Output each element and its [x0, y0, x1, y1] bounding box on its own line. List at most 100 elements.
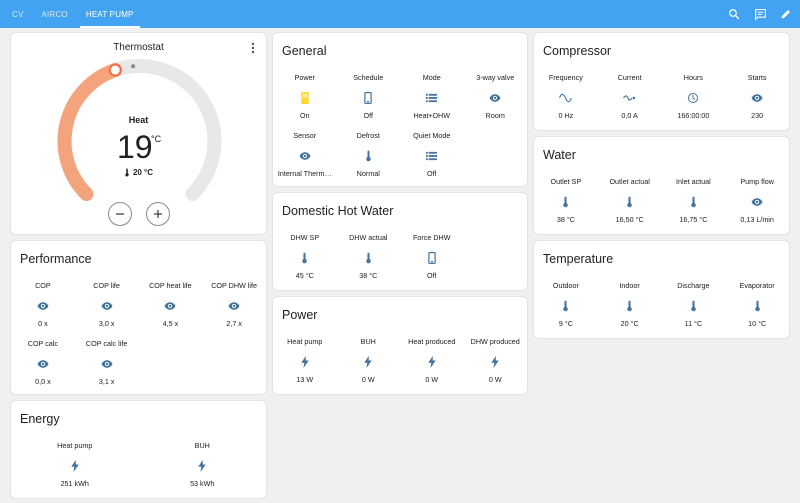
entity-item[interactable]: Inlet actual 16,75 °C: [662, 177, 726, 235]
entity-value: Internal Therm…: [277, 169, 332, 178]
pencil-icon[interactable]: [778, 6, 794, 22]
entity-item[interactable]: Sensor Internal Therm…: [273, 131, 337, 189]
domestic-hot-water-card: Domestic Hot Water DHW SP 45 °C DHW actual…: [272, 192, 528, 291]
entity-item[interactable]: Frequency 0 Hz: [534, 73, 598, 131]
entity-item[interactable]: COP calc life 3,1 x: [75, 339, 139, 397]
thermometer-icon: [301, 245, 308, 271]
thermometer-icon: [125, 168, 129, 177]
thermometer-icon: [754, 293, 761, 319]
entity-value: 53 kWh: [190, 479, 215, 488]
plus-icon: [154, 210, 162, 218]
entity-label: Outlet actual: [609, 177, 650, 186]
current-temperature-value: 20 °C: [132, 168, 154, 177]
entity-item[interactable]: Hours 166:00:00: [662, 73, 726, 131]
eye-icon: [299, 143, 311, 169]
entity-item[interactable]: Discharge 11 °C: [662, 281, 726, 339]
entity-value: Normal: [356, 169, 380, 178]
entity-label: Quiet Mode: [413, 131, 451, 140]
entity-value: 166:00:00: [677, 111, 710, 120]
water-card: Water Outlet SP 38 °C Outlet actual 16,50 °…: [533, 136, 790, 235]
entity-value: 16,75 °C: [679, 215, 708, 224]
entity-item[interactable]: Heat produced 0 W: [400, 337, 464, 395]
energy-card: Energy Heat pump 251 kWh BUH 53 kWh: [10, 400, 267, 499]
entity-item[interactable]: Starts 230: [725, 73, 789, 131]
entity-item[interactable]: DHW produced 0 W: [464, 337, 528, 395]
eye-icon: [228, 293, 240, 319]
flash-icon: [428, 349, 436, 375]
list-icon: [426, 85, 438, 111]
search-icon[interactable]: [726, 6, 742, 22]
entity-value: 0 x: [38, 319, 48, 328]
entity-item[interactable]: Pump flow 0,13 L/min: [725, 177, 789, 235]
entity-item[interactable]: Indoor 20 °C: [598, 281, 662, 339]
thermometer-icon: [562, 189, 569, 215]
entity-item[interactable]: BUH 0 W: [337, 337, 401, 395]
chat-icon[interactable]: [752, 6, 768, 22]
entity-item[interactable]: Power On: [273, 73, 337, 131]
entity-label: Outdoor: [552, 281, 579, 290]
dial-handle: [108, 63, 122, 77]
entity-item[interactable]: BUH 53 kWh: [139, 441, 267, 499]
phone-icon: [364, 85, 372, 111]
entity-item[interactable]: COP life 3,0 x: [75, 281, 139, 339]
list-icon: [426, 143, 438, 169]
entity-label: Schedule: [353, 73, 384, 82]
thermostat-dial[interactable]: [11, 33, 268, 236]
entity-item[interactable]: Outlet actual 16,50 °C: [598, 177, 662, 235]
entity-item[interactable]: Current 0,0 A: [598, 73, 662, 131]
entity-value: Heat+DHW: [413, 111, 451, 120]
entity-item[interactable]: Force DHW Off: [400, 233, 464, 291]
power-socket-icon: [301, 85, 309, 111]
entity-item[interactable]: Heat pump 251 kWh: [11, 441, 139, 499]
entity-grid: Outdoor 9 °C Indoor 20 °C Discharge 11 °C Evap…: [534, 281, 789, 339]
card-title: Performance: [20, 252, 92, 266]
entity-grid: Heat pump 251 kWh BUH 53 kWh: [11, 441, 266, 499]
entity-value: 230: [751, 111, 764, 120]
flash-icon: [491, 349, 499, 375]
entity-label: Evaporator: [739, 281, 775, 290]
more-options-icon[interactable]: [248, 41, 258, 55]
increase-temperature-button[interactable]: [146, 202, 170, 226]
entity-value: 251 kWh: [60, 479, 89, 488]
entity-item[interactable]: Quiet Mode Off: [400, 131, 464, 189]
entity-value: 45 °C: [295, 271, 314, 280]
entity-value: 38 °C: [359, 271, 378, 280]
performance-card: Performance COP 0 x COP life 3,0 x COP heat …: [10, 240, 267, 395]
tab-airco[interactable]: AIRCO: [41, 9, 68, 19]
general-card: General Power On Schedule Off Mode Heat+DHW 3-…: [272, 32, 528, 187]
entity-item[interactable]: Outdoor 9 °C: [534, 281, 598, 339]
entity-item[interactable]: Heat pump 13 W: [273, 337, 337, 395]
entity-label: COP calc life: [85, 339, 128, 348]
entity-item[interactable]: DHW actual 38 °C: [337, 233, 401, 291]
tab-heat-pump[interactable]: HEAT PUMP: [79, 0, 140, 28]
entity-label: Heat produced: [408, 337, 456, 346]
entity-item[interactable]: DHW SP 45 °C: [273, 233, 337, 291]
entity-item[interactable]: COP DHW life 2,7 x: [202, 281, 266, 339]
tab-cv[interactable]: CV: [12, 9, 24, 19]
entity-item[interactable]: Mode Heat+DHW: [400, 73, 464, 131]
entity-value: 10 °C: [748, 319, 767, 328]
eye-icon: [101, 293, 113, 319]
thermometer-icon: [626, 293, 633, 319]
entity-value: 9 °C: [558, 319, 573, 328]
entity-value: Off: [427, 271, 437, 280]
entity-item[interactable]: Schedule Off: [337, 73, 401, 131]
entity-item[interactable]: Evaporator 10 °C: [725, 281, 789, 339]
entity-item[interactable]: 3-way valve Room: [464, 73, 528, 131]
entity-label: 3-way valve: [476, 73, 515, 82]
entity-label: Starts: [747, 73, 767, 82]
entity-item[interactable]: Outlet SP 38 °C: [534, 177, 598, 235]
entity-value: 0 W: [361, 375, 375, 384]
entity-item[interactable]: Defrost Normal: [337, 131, 401, 189]
entity-label: Pump flow: [740, 177, 774, 186]
decrease-temperature-button[interactable]: [108, 202, 132, 226]
entity-label: Power: [294, 73, 315, 82]
entity-item[interactable]: COP 0 x: [11, 281, 75, 339]
entity-item[interactable]: COP heat life 4,5 x: [139, 281, 203, 339]
top-actions: [726, 0, 794, 28]
current-temperature: 20 °C: [11, 168, 266, 177]
entity-value: 0 W: [488, 375, 502, 384]
thermometer-icon: [562, 293, 569, 319]
entity-item[interactable]: COP calc 0,0 x: [11, 339, 75, 397]
entity-value: 3,0 x: [98, 319, 115, 328]
